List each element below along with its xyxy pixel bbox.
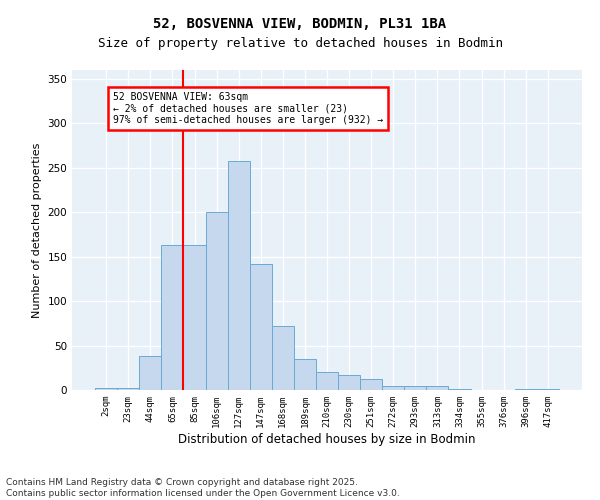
Bar [537, 389, 559, 390]
Bar [272, 326, 294, 390]
Bar [382, 386, 404, 390]
Text: Size of property relative to detached houses in Bodmin: Size of property relative to detached ho… [97, 38, 503, 51]
Bar [139, 356, 161, 390]
Bar [316, 372, 338, 390]
Bar [360, 380, 382, 390]
Bar [95, 388, 117, 390]
Bar [294, 359, 316, 390]
Text: Contains HM Land Registry data © Crown copyright and database right 2025.
Contai: Contains HM Land Registry data © Crown c… [6, 478, 400, 498]
Bar [250, 264, 272, 390]
Bar [117, 388, 139, 390]
Bar [427, 386, 448, 390]
Text: 52 BOSVENNA VIEW: 63sqm
← 2% of detached houses are smaller (23)
97% of semi-det: 52 BOSVENNA VIEW: 63sqm ← 2% of detached… [113, 92, 383, 126]
Text: 52, BOSVENNA VIEW, BODMIN, PL31 1BA: 52, BOSVENNA VIEW, BODMIN, PL31 1BA [154, 18, 446, 32]
Bar [404, 386, 427, 390]
Bar [184, 245, 206, 390]
Bar [515, 389, 537, 390]
Bar [206, 212, 227, 390]
Y-axis label: Number of detached properties: Number of detached properties [32, 142, 42, 318]
X-axis label: Distribution of detached houses by size in Bodmin: Distribution of detached houses by size … [178, 432, 476, 446]
Bar [448, 389, 470, 390]
Bar [161, 245, 184, 390]
Bar [227, 160, 250, 390]
Bar [338, 375, 360, 390]
